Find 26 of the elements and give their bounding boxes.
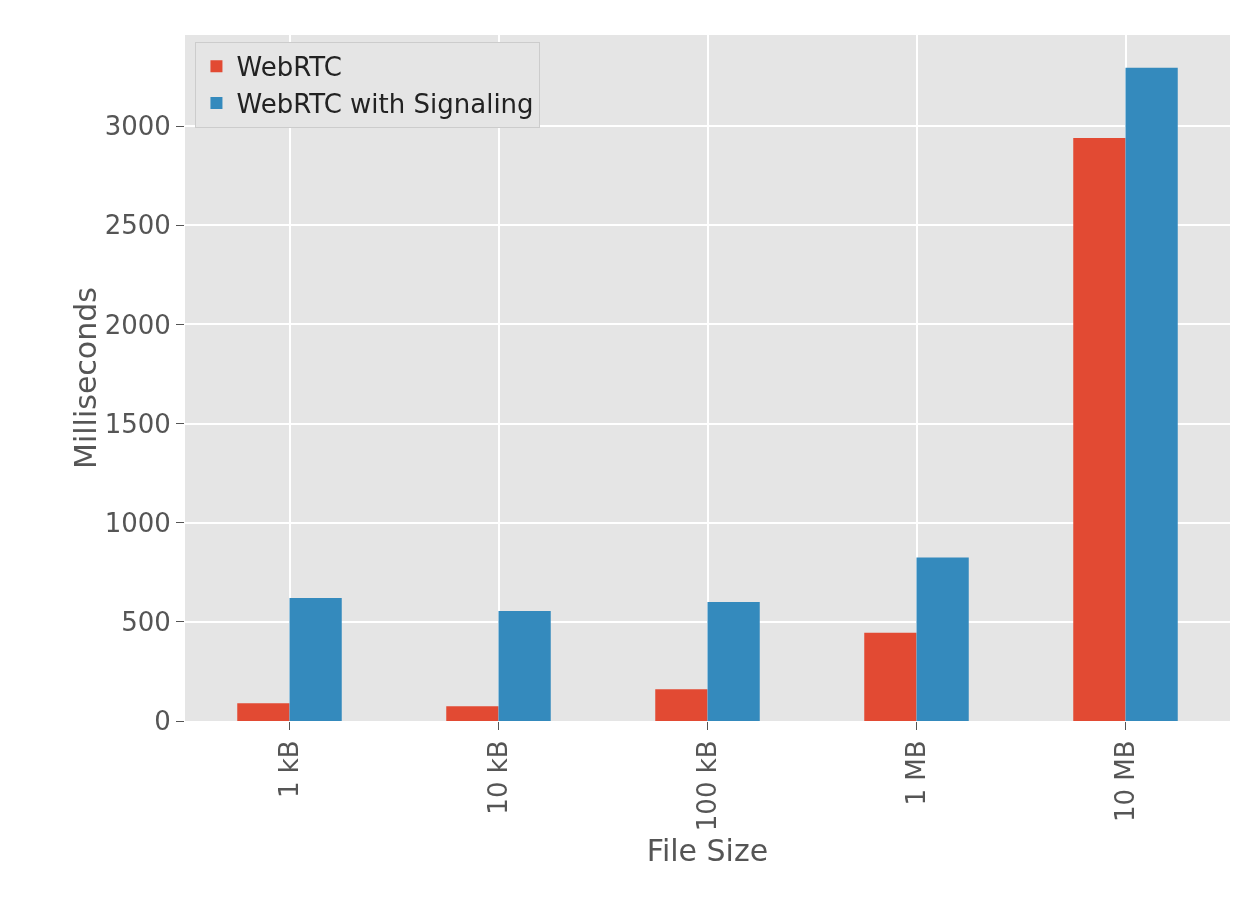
legend-label: WebRTC <box>236 52 342 83</box>
x-tick-label: 10 kB <box>482 740 513 815</box>
bar <box>864 632 917 721</box>
y-tick-label: 1500 <box>104 408 171 439</box>
y-tick-label: 0 <box>154 706 171 737</box>
bar <box>916 557 969 721</box>
legend-label: WebRTC with Signaling <box>236 89 534 120</box>
y-tick-label: 2000 <box>104 309 171 340</box>
bar <box>1125 67 1178 721</box>
x-tick-label: 100 kB <box>691 740 722 832</box>
bar <box>707 602 760 721</box>
bar <box>289 598 342 721</box>
bar <box>237 703 290 721</box>
x-tick-label: 1 MB <box>900 740 931 806</box>
bar <box>498 610 551 721</box>
y-axis-title: Milliseconds <box>67 287 103 469</box>
y-tick-label: 1000 <box>104 507 171 538</box>
bar <box>446 706 499 721</box>
bar <box>655 689 708 721</box>
x-axis-title: File Size <box>646 833 769 869</box>
y-tick-label: 2500 <box>104 210 171 241</box>
y-tick-label: 500 <box>121 606 171 637</box>
bar <box>1073 138 1126 721</box>
y-tick-label: 3000 <box>104 111 171 142</box>
x-tick-label: 10 MB <box>1109 740 1140 823</box>
x-tick-label: 1 kB <box>273 740 304 799</box>
